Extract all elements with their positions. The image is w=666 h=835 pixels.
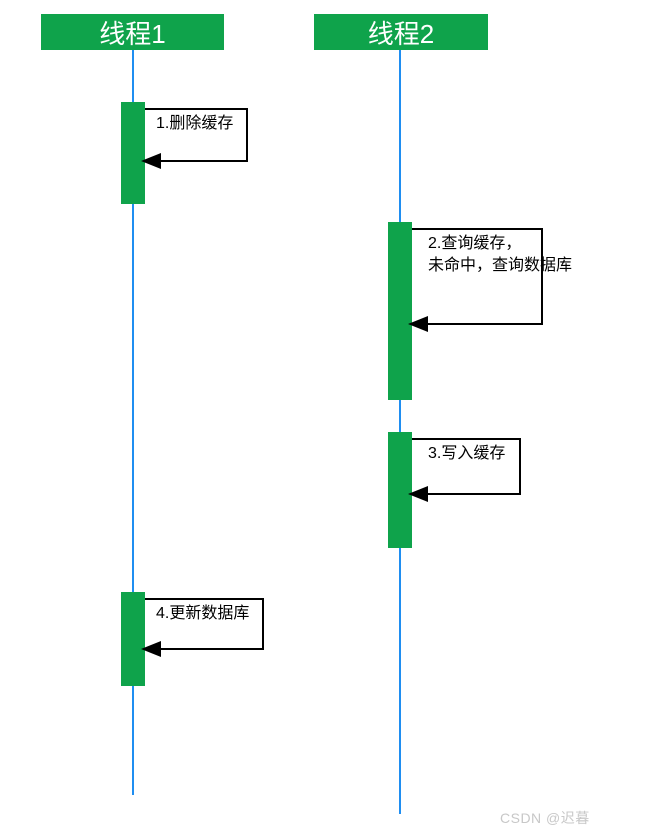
message-label-msg3: 3.写入缓存 (428, 443, 505, 465)
arrow-layer (0, 0, 666, 835)
message-label-msg4: 4.更新数据库 (156, 603, 249, 625)
watermark: CSDN @迟暮 (500, 808, 590, 828)
activation-act2 (388, 222, 412, 400)
activation-act3 (388, 432, 412, 548)
activation-act1 (121, 102, 145, 204)
message-label-msg1: 1.删除缓存 (156, 113, 233, 135)
activation-act4 (121, 592, 145, 686)
message-label-msg2: 2.查询缓存， 未命中，查询数据库 (428, 233, 572, 276)
actor-header-thread1: 线程1 (41, 14, 224, 50)
actor-header-thread2: 线程2 (314, 14, 488, 50)
sequence-diagram-canvas: 线程1 线程2 1.删除缓存 2.查询缓存， 未命中，查询数据库 3.写入缓存 4.更新数… (0, 0, 666, 835)
